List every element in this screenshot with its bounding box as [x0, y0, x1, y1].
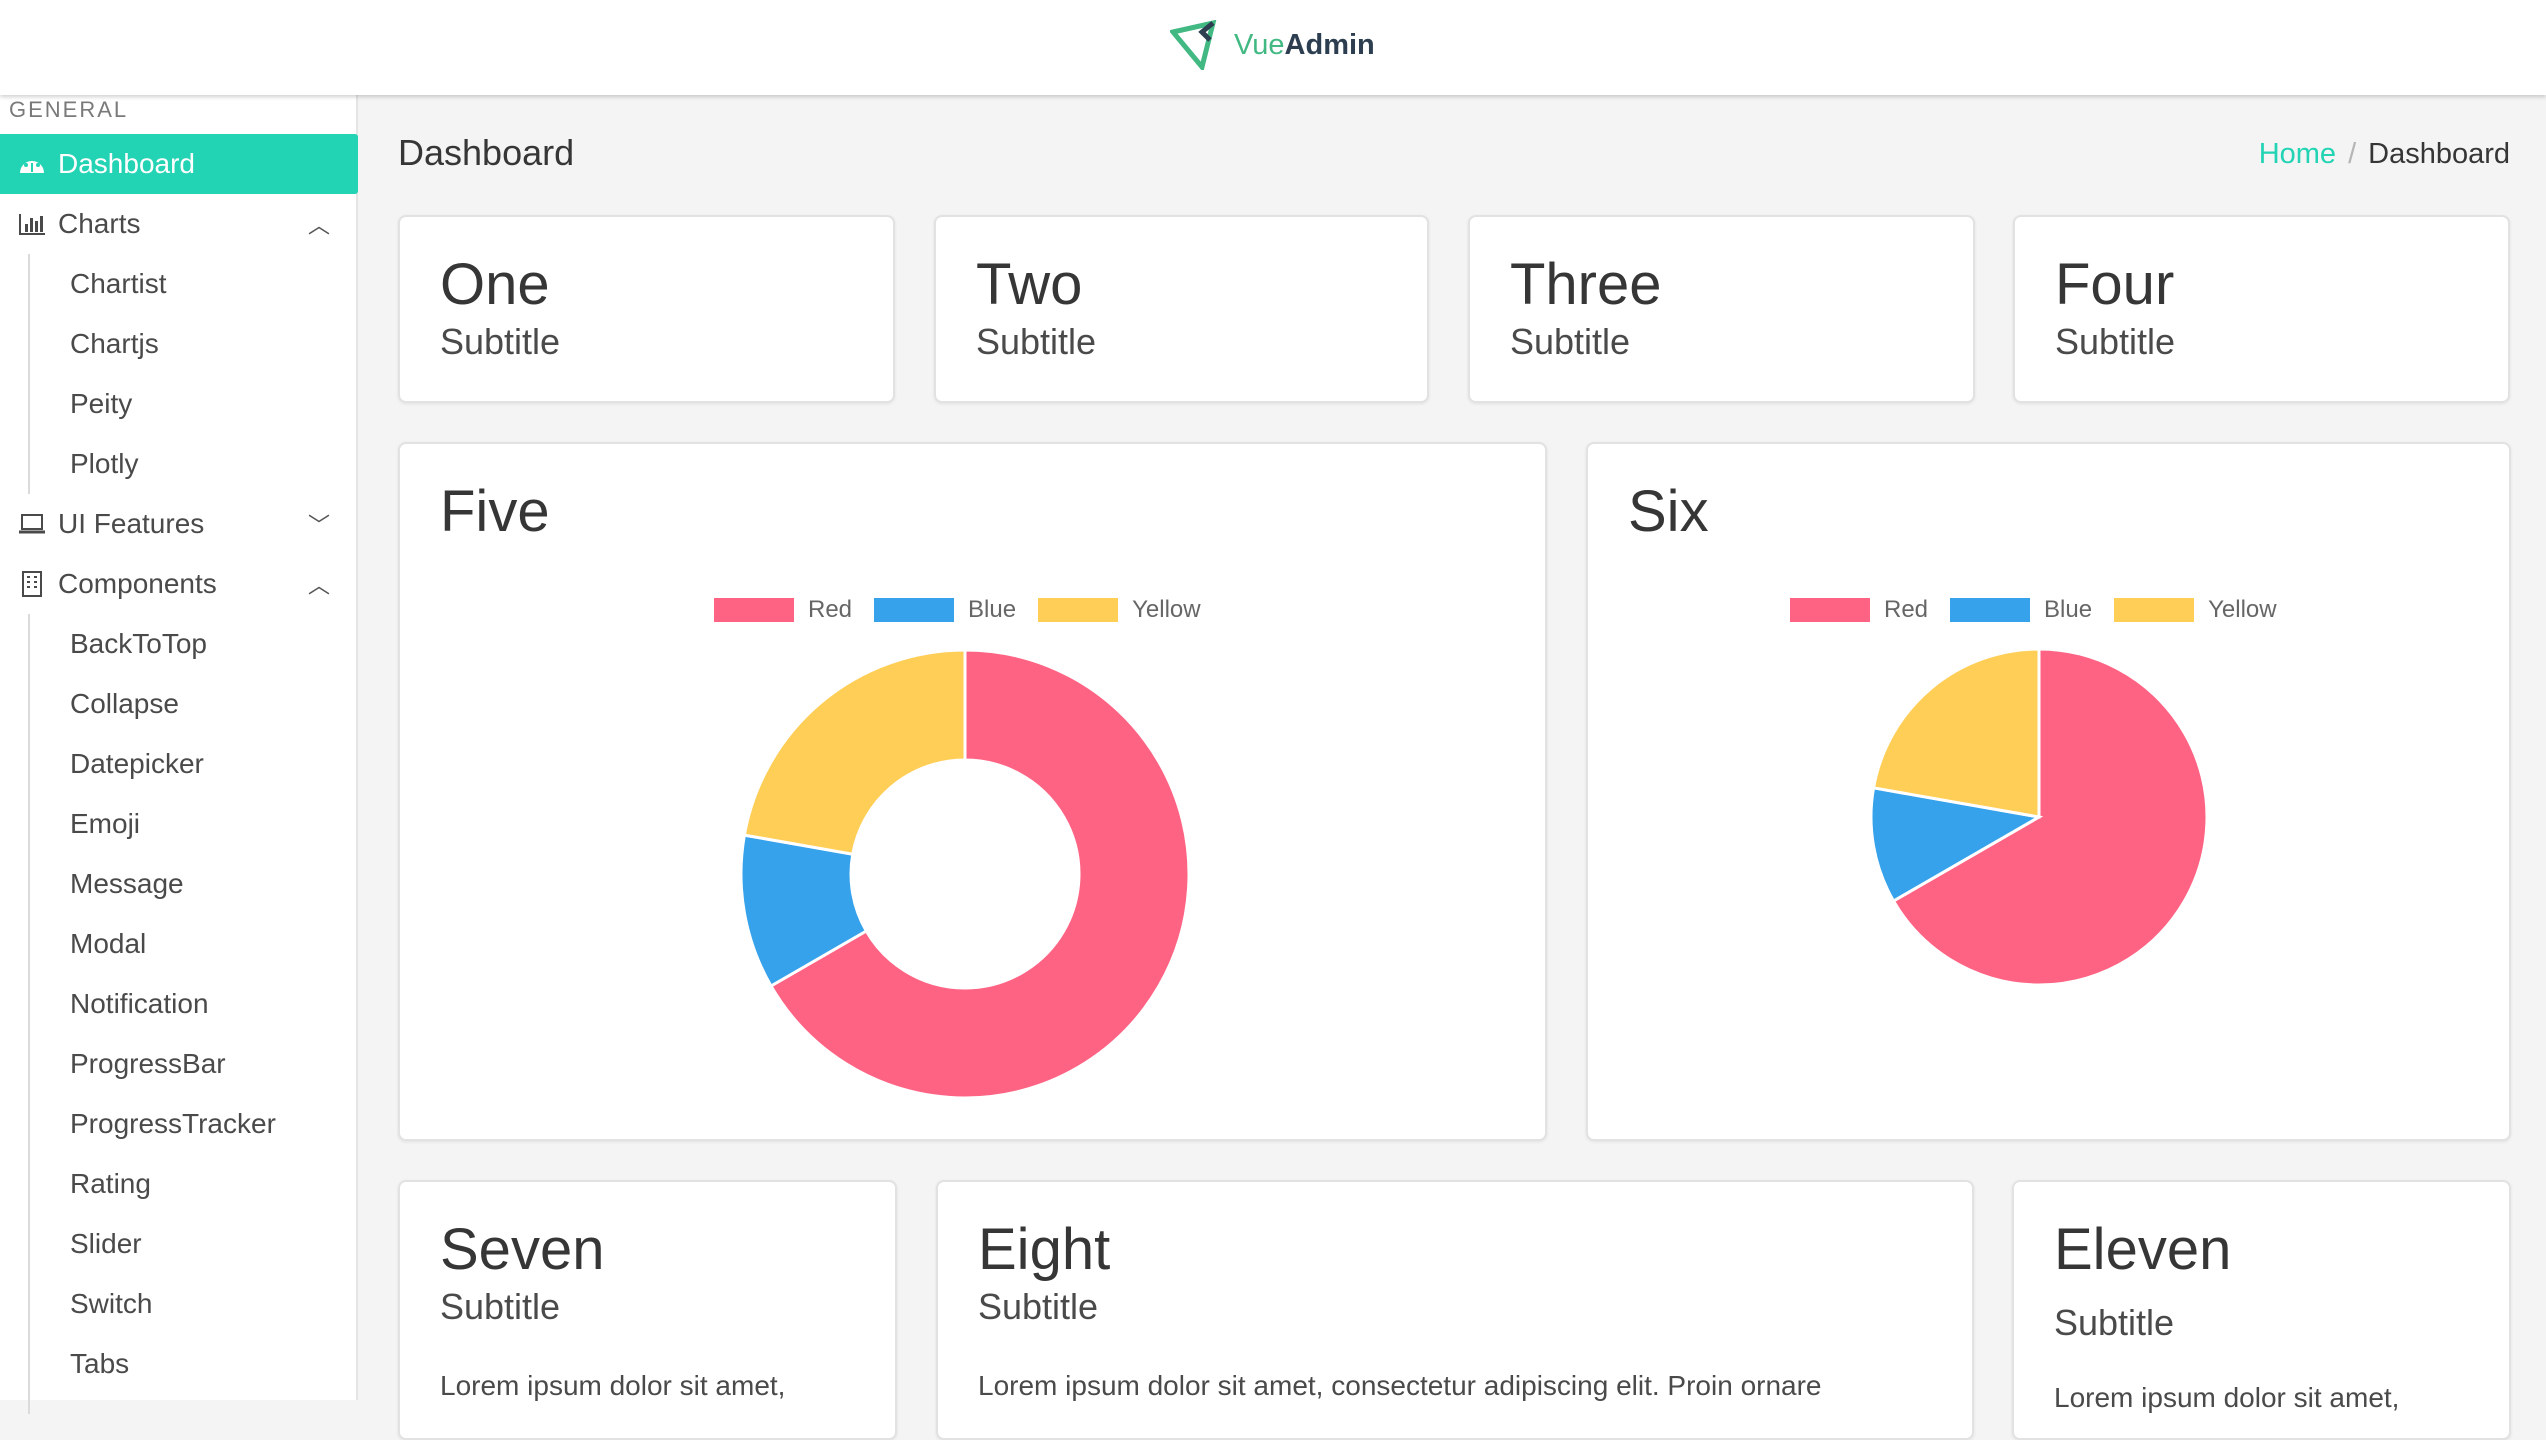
card-eleven: Eleven Subtitle Lorem ipsum dolor sit am…: [2012, 1180, 2511, 1440]
top-navbar: VueAdmin: [0, 0, 2546, 95]
sidebar-item-charts[interactable]: Charts ︿: [0, 194, 358, 254]
sidebar-item-dashboard[interactable]: Dashboard: [0, 134, 358, 194]
page-title: Dashboard: [398, 132, 575, 173]
legend-label[interactable]: Yellow: [1132, 596, 1201, 623]
pie-chart: [1869, 647, 2209, 987]
sidebar-item-label: UI Features: [58, 508, 205, 539]
sidebar-subitem-progresstracker[interactable]: ProgressTracker: [70, 1108, 276, 1139]
card-two: Two Subtitle: [934, 215, 1429, 403]
sidebar-subitem-switch[interactable]: Switch: [70, 1288, 153, 1319]
card-subtitle: Subtitle: [2054, 1302, 2175, 1343]
logo[interactable]: VueAdmin: [1170, 20, 1375, 70]
card-subtitle: Subtitle: [440, 1286, 561, 1327]
card-title: Eleven: [2054, 1217, 2232, 1282]
sidebar-subitem-tabs[interactable]: Tabs: [70, 1348, 130, 1379]
card-subtitle: Subtitle: [978, 1286, 1099, 1327]
logo-text: VueAdmin: [1234, 28, 1375, 61]
sidebar-subitem-message[interactable]: Message: [70, 868, 184, 899]
legend-swatch-blue: [874, 598, 955, 622]
building-icon: [18, 570, 48, 598]
card-eight: Eight Subtitle Lorem ipsum dolor sit ame…: [936, 1180, 1974, 1440]
logo-icon: [1170, 20, 1217, 70]
card-title: Three: [1510, 252, 1662, 317]
slice-red[interactable]: [1891, 647, 2209, 987]
sidebar-item-ui-features[interactable]: UI Features ﹀: [0, 494, 358, 554]
legend-label[interactable]: Yellow: [2208, 596, 2277, 623]
breadcrumb-home-link[interactable]: Home: [2258, 138, 2337, 170]
chevron-up-icon: ︿: [307, 573, 330, 598]
sidebar-subitem-datepicker[interactable]: Datepicker: [70, 748, 204, 779]
card-title: Two: [976, 252, 1083, 317]
sidebar-subitem-modal[interactable]: Modal: [70, 928, 147, 959]
card-six: Six Red Blue Yellow: [1586, 442, 2511, 1141]
card-text: Lorem ipsum dolor sit amet,: [2054, 1382, 2400, 1413]
legend-swatch-yellow: [2114, 598, 2195, 622]
breadcrumb-current: Dashboard: [2368, 138, 2510, 170]
bar-chart-icon: [18, 212, 48, 236]
slice-red[interactable]: [768, 648, 1191, 1100]
card-title: Six: [1628, 479, 1709, 544]
sidebar-section-label: GENERAL: [9, 97, 129, 122]
card-subtitle: Subtitle: [2055, 321, 2176, 362]
sidebar-subitem-backtotop[interactable]: BackToTop: [70, 628, 207, 659]
card-subtitle: Subtitle: [1510, 321, 1631, 362]
sidebar-subitem-collapse[interactable]: Collapse: [70, 688, 179, 719]
breadcrumb-separator: /: [2348, 138, 2357, 170]
sidebar-item-label: Dashboard: [58, 148, 195, 179]
legend-label[interactable]: Red: [808, 596, 853, 623]
doughnut-chart: [739, 648, 1191, 1100]
sidebar-subitem-progressbar[interactable]: ProgressBar: [70, 1048, 226, 1079]
card-five: Five Red Blue Yellow: [398, 442, 1547, 1141]
card-title: Four: [2055, 252, 2175, 317]
sidebar-subitem-slider[interactable]: Slider: [70, 1228, 142, 1259]
slice-blue[interactable]: [1869, 786, 2044, 904]
chart-legend: Red Blue Yellow: [1790, 596, 2299, 624]
card-text: Lorem ipsum dolor sit amet,: [440, 1370, 786, 1401]
card-title: Seven: [440, 1217, 605, 1282]
sidebar-subitem-peity[interactable]: Peity: [70, 388, 133, 419]
card-subtitle: Subtitle: [976, 321, 1097, 362]
sidebar-subitem-emoji[interactable]: Emoji: [70, 808, 141, 839]
legend-swatch-red: [714, 598, 794, 622]
legend-swatch-yellow: [1038, 598, 1119, 622]
slice-yellow[interactable]: [1871, 647, 2041, 819]
card-subtitle: Subtitle: [440, 321, 561, 362]
card-one: One Subtitle: [398, 215, 895, 403]
sidebar-subitem-chartjs[interactable]: Chartjs: [70, 328, 159, 359]
legend-swatch-red: [1790, 598, 1870, 622]
legend-label[interactable]: Blue: [968, 596, 1017, 623]
card-text: Lorem ipsum dolor sit amet, consectetur …: [978, 1370, 1822, 1401]
card-title: One: [440, 252, 550, 317]
chart-legend: Red Blue Yellow: [714, 596, 1223, 624]
slice-yellow[interactable]: [742, 648, 967, 856]
sidebar: GENERAL Dashboard Charts ︿ Chartist Char…: [0, 95, 358, 1414]
card-three: Three Subtitle: [1468, 215, 1975, 403]
card-four: Four Subtitle: [2013, 215, 2510, 403]
sidebar-subitem-chartist[interactable]: Chartist: [70, 268, 167, 299]
sidebar-subitem-notification[interactable]: Notification: [70, 988, 209, 1019]
sidebar-item-components[interactable]: Components ︿: [0, 554, 358, 614]
chevron-down-icon: ﹀: [307, 513, 330, 538]
card-seven: Seven Subtitle Lorem ipsum dolor sit ame…: [398, 1180, 897, 1440]
chevron-up-icon: ︿: [307, 213, 330, 238]
legend-swatch-blue: [1950, 598, 2031, 622]
card-title: Five: [440, 479, 550, 544]
dashboard-icon: [18, 151, 48, 177]
breadcrumb: Home / Dashboard: [2259, 138, 2510, 171]
submenu-line: [28, 614, 30, 1414]
sidebar-subitem-plotly[interactable]: Plotly: [70, 448, 139, 479]
legend-label[interactable]: Blue: [2044, 596, 2093, 623]
sidebar-item-label: Components: [58, 568, 217, 599]
sidebar-item-label: Charts: [58, 208, 141, 239]
submenu-line: [28, 254, 30, 494]
sidebar-subitem-rating[interactable]: Rating: [70, 1168, 151, 1199]
laptop-icon: [18, 513, 48, 535]
legend-label[interactable]: Red: [1884, 596, 1929, 623]
card-title: Eight: [978, 1217, 1111, 1282]
